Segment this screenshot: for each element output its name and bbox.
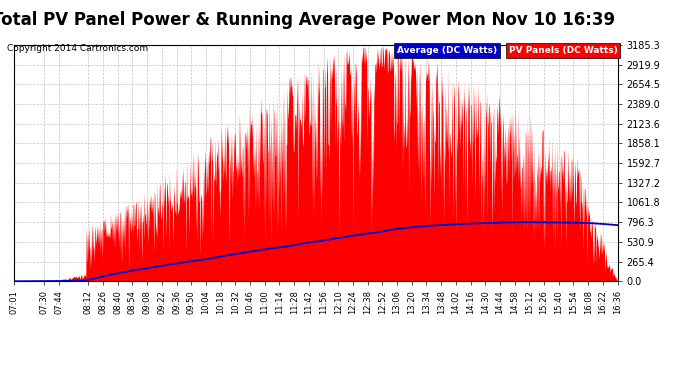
Text: Total PV Panel Power & Running Average Power Mon Nov 10 16:39: Total PV Panel Power & Running Average P… <box>0 11 615 29</box>
Text: PV Panels (DC Watts): PV Panels (DC Watts) <box>509 46 618 55</box>
Text: Copyright 2014 Cartronics.com: Copyright 2014 Cartronics.com <box>7 44 148 52</box>
Text: Average (DC Watts): Average (DC Watts) <box>397 46 497 55</box>
